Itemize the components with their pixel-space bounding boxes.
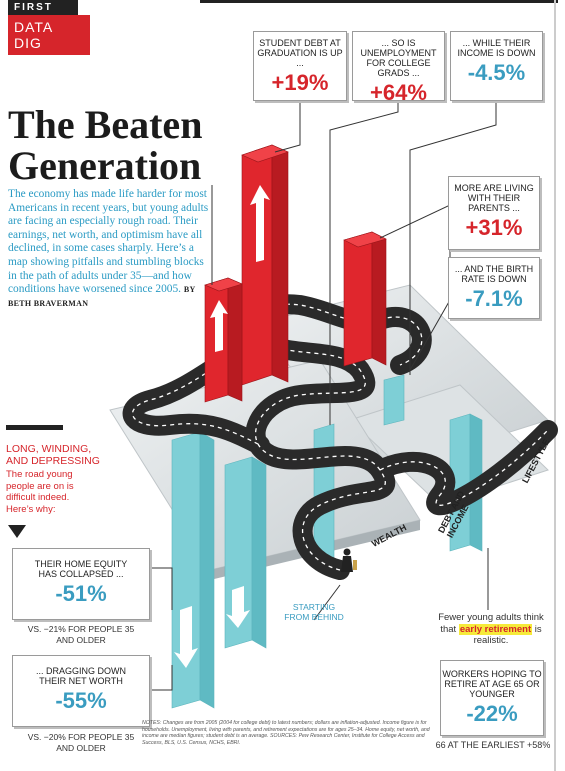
stat-label: THEIR HOME EQUITY HAS COLLAPSED ...	[34, 559, 128, 579]
early-retirement-highlight: early retirement	[458, 623, 533, 635]
stat-label: WORKERS HOPING TO RETIRE AT AGE 65 OR YO…	[442, 669, 542, 699]
header-kicker: FIRST	[8, 0, 78, 15]
stat-value: -55%	[55, 688, 107, 713]
stat-label: STUDENT DEBT AT GRADUATION IS UP ...	[257, 38, 343, 68]
title-line-1: The Beaten	[8, 102, 203, 147]
stat-unemployment: ... SO IS UNEMPLOYMENT FOR COLLEGE GRADS…	[352, 31, 445, 105]
lwd-title-line-2: AND DEPRESSING	[6, 455, 100, 467]
byline: BY BETH BRAVERMAN	[8, 285, 196, 308]
stat-retire-65: WORKERS HOPING TO RETIRE AT AGE 65 OR YO…	[440, 660, 544, 736]
stat-home-equity: THEIR HOME EQUITY HAS COLLAPSED ... -51%	[12, 548, 150, 620]
lwd-title: LONG, WINDING, AND DEPRESSING	[6, 443, 100, 467]
equity-comparison: VS. −21% FOR PEOPLE 35 AND OLDER	[27, 624, 135, 645]
stat-value: +64%	[370, 80, 427, 105]
starting-from-behind-label: STARTING FROM BEHIND	[284, 602, 344, 622]
lwd-title-line-1: LONG, WINDING,	[6, 443, 92, 455]
stat-value: +31%	[465, 215, 523, 240]
down-triangle-icon	[8, 525, 26, 538]
graduate-figure	[341, 548, 357, 572]
stat-value: -7.1%	[465, 286, 523, 311]
page-title: The Beaten Generation	[8, 104, 202, 186]
lwd-subtitle: The road young people are on is difficul…	[6, 469, 74, 515]
stat-value: +19%	[271, 70, 329, 95]
stat-student-debt: STUDENT DEBT AT GRADUATION IS UP ... +19…	[253, 31, 347, 101]
top-rule	[200, 0, 558, 3]
early-retirement-note: Fewer young adults think that early reti…	[432, 612, 550, 647]
stat-label: ... SO IS UNEMPLOYMENT FOR COLLEGE GRADS…	[360, 38, 437, 78]
stat-label: ... DRAGGING DOWN THEIR NET WORTH	[36, 666, 126, 686]
down-arrows	[174, 586, 250, 668]
stat-value: -51%	[55, 581, 107, 606]
right-rule	[554, 0, 556, 771]
intro-text: The economy has made life harder for mos…	[8, 188, 209, 296]
teal-bars	[171, 374, 483, 709]
up-arrows	[210, 185, 270, 352]
source-notes: NOTES: Changes are from 2005 (2004 for c…	[142, 720, 430, 746]
stat-value: -4.5%	[467, 60, 526, 85]
stat-net-worth: ... DRAGGING DOWN THEIR NET WORTH -55%	[12, 655, 150, 727]
intro-paragraph: The economy has made life harder for mos…	[8, 188, 213, 310]
stat-label: ... WHILE THEIR INCOME IS DOWN	[457, 38, 536, 58]
header-section: DATA DIG	[8, 15, 90, 55]
title-line-2: Generation	[8, 143, 202, 188]
section-header: FIRST DATA DIG	[8, 0, 90, 55]
stat-birth-rate: ... AND THE BIRTH RATE IS DOWN -7.1%	[448, 257, 540, 319]
red-bars	[204, 144, 387, 403]
networth-comparison: VS. −20% FOR PEOPLE 35 AND OLDER	[27, 732, 135, 753]
fewer-before: Fewer young adults think that	[438, 612, 544, 635]
stat-living-with-parents: MORE ARE LIVING WITH THEIR PARENTS ... +…	[448, 176, 540, 250]
fewer-after: is realistic.	[473, 623, 542, 647]
section-rule	[6, 425, 63, 430]
retire-66-note: 66 AT THE EARLIEST +58%	[435, 740, 551, 750]
stat-income: ... WHILE THEIR INCOME IS DOWN -4.5%	[450, 31, 543, 101]
stat-label: MORE ARE LIVING WITH THEIR PARENTS ...	[454, 183, 534, 213]
stat-value: -22%	[466, 701, 518, 726]
stat-label: ... AND THE BIRTH RATE IS DOWN	[454, 264, 534, 284]
